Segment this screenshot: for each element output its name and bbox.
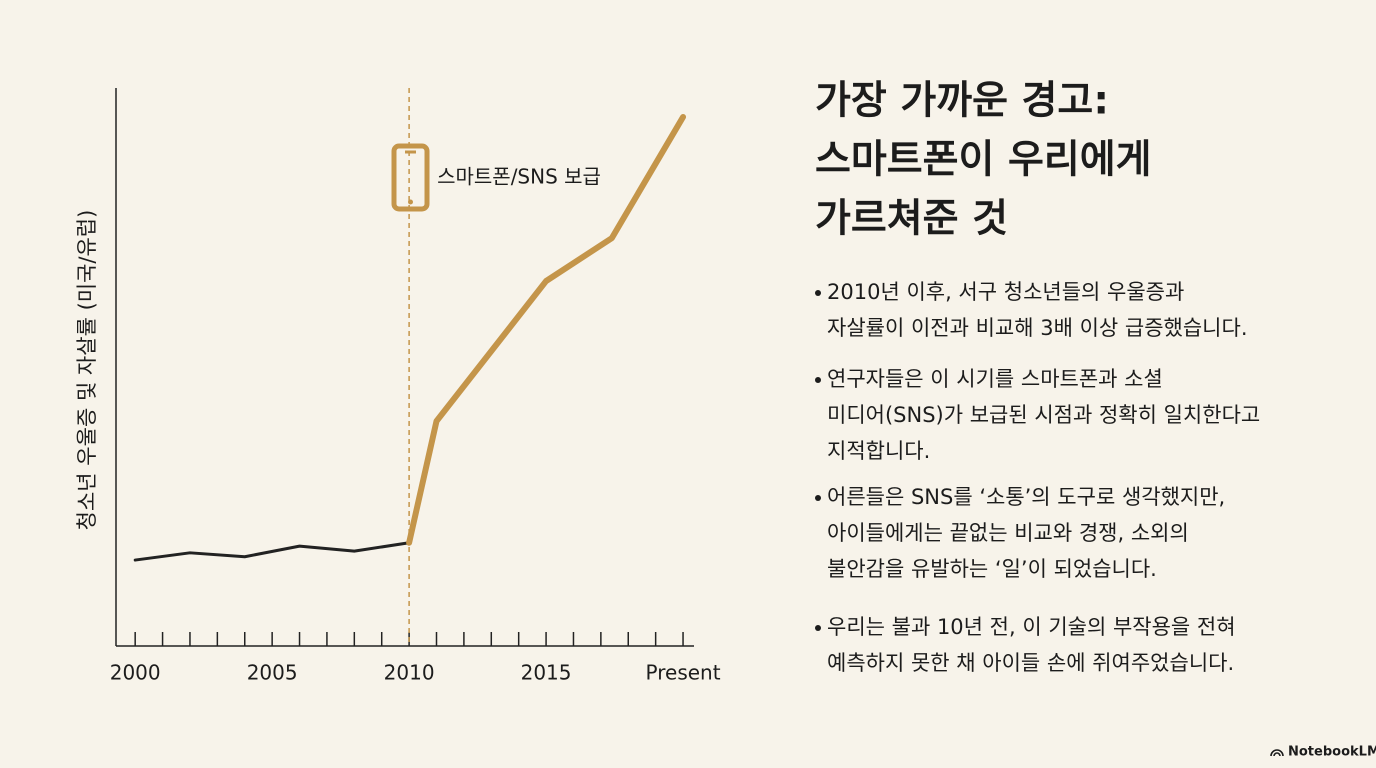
phone-body — [391, 143, 430, 212]
bullet-dot — [815, 495, 821, 501]
title-line: 스마트폰이 우리에게 — [815, 138, 1152, 183]
bullet-text: 어른들은 SNS를 ‘소통’의 도구로 생각했지만, — [827, 485, 1225, 509]
title-line: 가장 가까운 경고: — [815, 79, 1109, 124]
bullet-text: 예측하지 못한 채 아이들 손에 쥐여주었습니다. — [827, 651, 1234, 675]
y-axis-label: 청소년 우울증 및 자살률 (미국/유럽) — [75, 210, 99, 531]
x-tick-label: 2000 — [110, 661, 161, 685]
bullet-text: 연구자들은 이 시기를 스마트폰과 소셜 — [827, 367, 1163, 391]
bullet-dot — [815, 290, 821, 296]
x-tick-label: 2005 — [247, 661, 298, 685]
x-tick-label: Present — [646, 661, 721, 685]
bullet-dot — [815, 377, 821, 383]
bullet-text: 아이들에게는 끝없는 비교와 경쟁, 소외의 — [827, 521, 1189, 545]
annotation-label: 스마트폰/SNS 보급 — [437, 165, 601, 189]
phone-icon — [391, 143, 430, 212]
data-line — [406, 114, 687, 546]
bullet-text: 불안감을 유발하는 ‘일’이 되었습니다. — [827, 557, 1157, 581]
bullet-text: 2010년 이후, 서구 청소년들의 우울증과 — [827, 280, 1184, 304]
bullet-dot — [815, 625, 821, 631]
bullet-text: 지적합니다. — [827, 439, 930, 463]
bullet-text: 우리는 불과 10년 전, 이 기술의 부작용을 전혀 — [827, 615, 1236, 639]
title-line: 가르쳐준 것 — [815, 197, 1008, 242]
brand-icon — [1270, 749, 1284, 757]
brand: NotebookLM — [1288, 745, 1376, 760]
bullet-text: 자살률이 이전과 비교해 3배 이상 급증했습니다. — [827, 316, 1248, 340]
bullet-text: 미디어(SNS)가 보급된 시점과 정확히 일치한다고 — [827, 403, 1260, 427]
data-line — [133, 541, 411, 562]
x-tick-label: 2010 — [384, 661, 435, 685]
x-tick-label: 2015 — [521, 661, 572, 685]
